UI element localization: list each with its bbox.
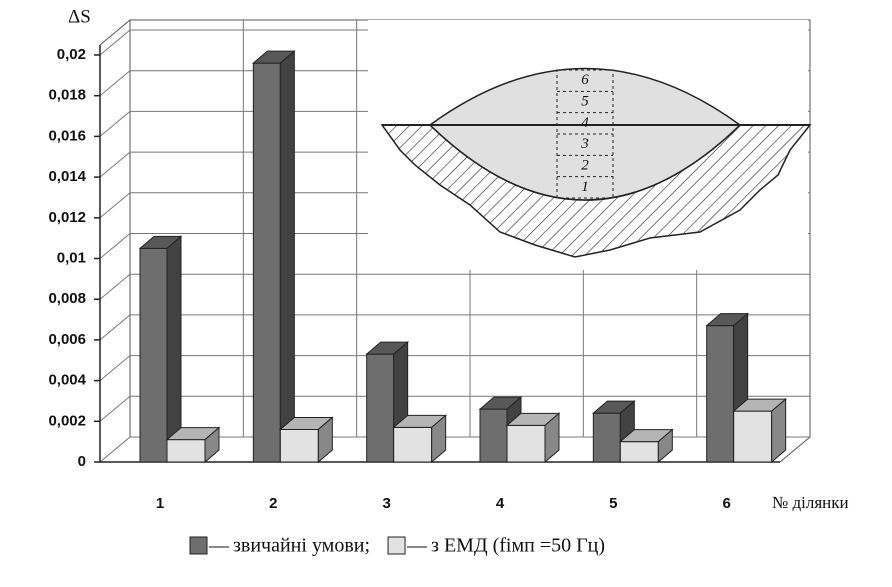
bar [394,415,446,462]
grid-line-side [100,193,130,218]
grid-line-side [100,234,130,259]
grid-line-side [100,30,130,55]
legend-swatch [190,537,207,554]
grid-line-side [100,315,130,340]
bar-front [280,429,318,462]
side-wall-edge [100,20,130,45]
y-tick-label: 0,012 [48,209,86,226]
x-tick-label: 1 [156,495,164,512]
layer-label: 5 [581,93,589,109]
x-tick-label: 3 [382,495,390,512]
bar [734,399,786,462]
grid-line-side [100,71,130,96]
y-tick-label: 0,02 [57,46,86,63]
x-tick-label: 6 [722,495,730,512]
bar [253,51,294,462]
layer-label: 1 [581,179,589,195]
bar-side [167,236,181,462]
y-tick-label: 0,004 [48,372,86,389]
bar-front [593,413,620,462]
grid-line-side [100,356,130,381]
layer-label: 3 [580,136,589,152]
bar [507,413,559,462]
x-tick-label: 2 [269,495,277,512]
layer-label: 2 [581,157,589,173]
bar-front [480,409,507,462]
legend-swatch [388,537,405,554]
bar [140,236,181,462]
bar-front [707,326,734,462]
bar-front [140,248,167,462]
bar [280,417,332,462]
legend-separator: ; [364,535,370,557]
y-tick-label: 0,008 [48,290,86,307]
grid-line-side [100,111,130,136]
legend-label: з ЕМД (fімп =50 Гц) [431,535,605,557]
bar-front [620,442,658,462]
layer-label: 4 [581,115,589,131]
x-tick-label: 4 [496,495,505,512]
bar-front [367,354,394,462]
y-tick-label: 0,01 [57,249,86,266]
chart: ΔS № ділянки 0 0,002 0,004 0,006 0,008 0,01 0,… [0,0,892,587]
y-tick-label: 0,002 [48,412,86,429]
legend: —звичайні умови;—з ЕМД (fімп =50 Гц) [190,535,605,557]
x-tick-label: 5 [609,495,617,512]
y-tick-label: 0,006 [48,331,86,348]
y-tick-label: 0,016 [48,127,86,144]
legend-dash: — [208,535,230,557]
grid-line-side [100,274,130,299]
bar [620,430,672,462]
inset-diagram: 1 2 3 4 5 6 [368,20,810,270]
y-axis-label: ΔS [68,6,91,27]
bar-front [734,411,772,462]
bar-front [507,425,545,462]
grid-line-side [100,396,130,421]
bar-front [253,63,280,462]
layer-label: 6 [581,72,589,88]
bar-side [280,51,294,462]
bar-front [394,427,432,462]
y-tick-label: 0 [78,453,86,470]
bar [167,428,219,462]
legend-label: звичайні умови [233,535,365,557]
grid-line-side [100,437,130,462]
y-tick-label: 0,018 [48,87,86,104]
bar-front [167,440,205,462]
grid-line-side [100,152,130,177]
y-tick-label: 0,014 [48,168,86,185]
legend-dash: — [406,535,428,557]
x-axis-label: № ділянки [772,493,849,512]
